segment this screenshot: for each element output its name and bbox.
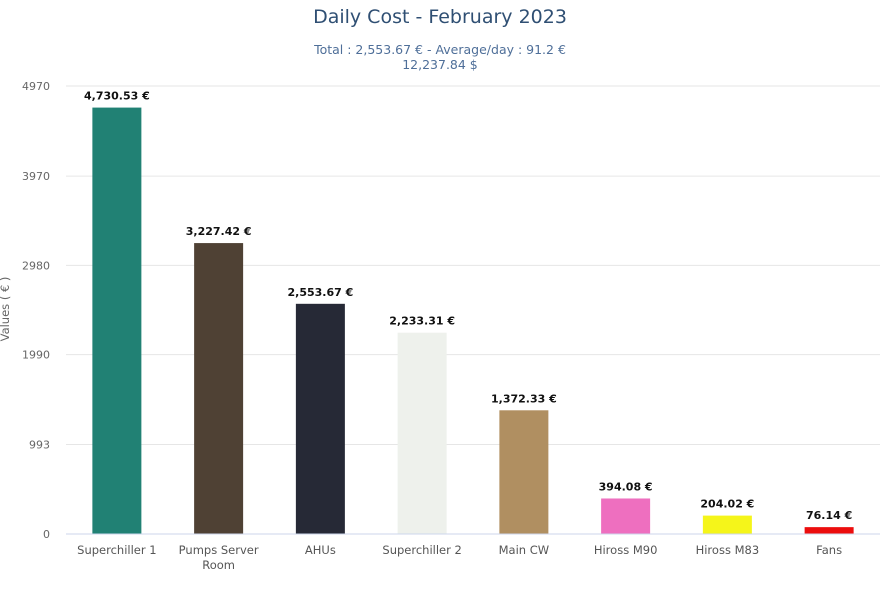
data-label: 4,730.53 € (84, 90, 150, 103)
data-label: 204.02 € (700, 498, 754, 511)
data-label: 2,233.31 € (389, 315, 455, 328)
data-label: 76.14 € (806, 509, 852, 522)
bar[interactable] (397, 332, 447, 534)
y-axis-label: Values ( € ) (0, 277, 12, 342)
x-tick-label: Superchiller 1 (77, 543, 156, 557)
x-tick-label: AHUs (305, 543, 336, 557)
bar[interactable] (804, 527, 854, 534)
axes: 0 993 1990 2980 3970 4970 Superchiller 1 Pumps … (22, 80, 880, 572)
bars: 4,730.53 € 3,227.42 € 2,553.67 € 2,233.31 €… (84, 90, 854, 534)
y-tick-label: 1990 (22, 349, 50, 362)
x-tick-label: Fans (816, 543, 842, 557)
bar[interactable] (92, 107, 142, 534)
bar[interactable] (194, 243, 244, 534)
x-tick-label: Superchiller 2 (382, 543, 461, 557)
bar[interactable] (702, 515, 752, 534)
data-label: 394.08 € (599, 480, 653, 493)
subtitle-line-1: Total : 2,553.67 € - Average/day : 91.2 … (314, 42, 566, 57)
y-tick-label: 0 (43, 528, 50, 541)
bar[interactable] (499, 410, 549, 534)
y-tick-label: 3970 (22, 170, 50, 183)
x-tick-label: Main CW (499, 543, 550, 557)
subtitle-line-2: 12,237.84 $ (402, 57, 478, 72)
bar[interactable] (601, 498, 651, 534)
x-tick-label: Hiross M90 (594, 543, 658, 557)
chart-subtitle: Total : 2,553.67 € - Average/day : 91.2 … (0, 42, 880, 72)
y-tick-label: 2980 (22, 259, 50, 272)
data-label: 1,372.33 € (491, 392, 557, 405)
bar[interactable] (295, 303, 345, 534)
y-tick-label: 4970 (22, 80, 50, 93)
x-tick-label: Pumps Server Room (179, 543, 259, 572)
chart-title: Daily Cost - February 2023 (313, 6, 567, 28)
data-label: 2,553.67 € (287, 286, 353, 299)
gridlines (66, 85, 880, 445)
y-tick-label: 993 (29, 438, 50, 451)
data-label: 3,227.42 € (186, 225, 252, 238)
x-tick-label: Hiross M83 (696, 543, 760, 557)
